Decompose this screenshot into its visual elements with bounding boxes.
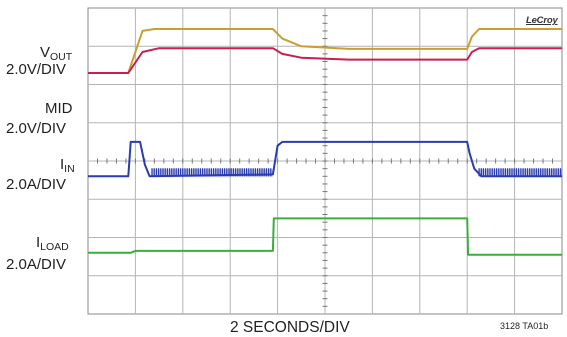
mid-label: MID [45, 100, 73, 117]
trace-vout [88, 28, 562, 74]
trace-mid [88, 47, 562, 74]
ripple-band-iin [151, 169, 273, 178]
iin-label: IIN [60, 156, 75, 175]
mid-scale: 2.0V/DIV [6, 120, 67, 137]
iin-scale: 2.0A/DIV [6, 176, 67, 193]
trace-iin [88, 140, 562, 178]
x-axis-label: 2 SECONDS/DIV [230, 319, 350, 336]
vout-label: VOUT [40, 44, 73, 63]
ripple-iin [478, 168, 562, 177]
iload-label: ILOAD [36, 234, 69, 253]
iload-scale: 2.0A/DIV [6, 256, 67, 273]
traces [88, 28, 562, 256]
figure-code: 3128 TA01b [500, 321, 549, 331]
ripple-iin [151, 168, 272, 177]
brand-logo: LeCroy [526, 15, 558, 26]
vout-scale: 2.0V/DIV [6, 61, 67, 78]
trace-iload [88, 217, 562, 256]
grid [88, 8, 562, 314]
